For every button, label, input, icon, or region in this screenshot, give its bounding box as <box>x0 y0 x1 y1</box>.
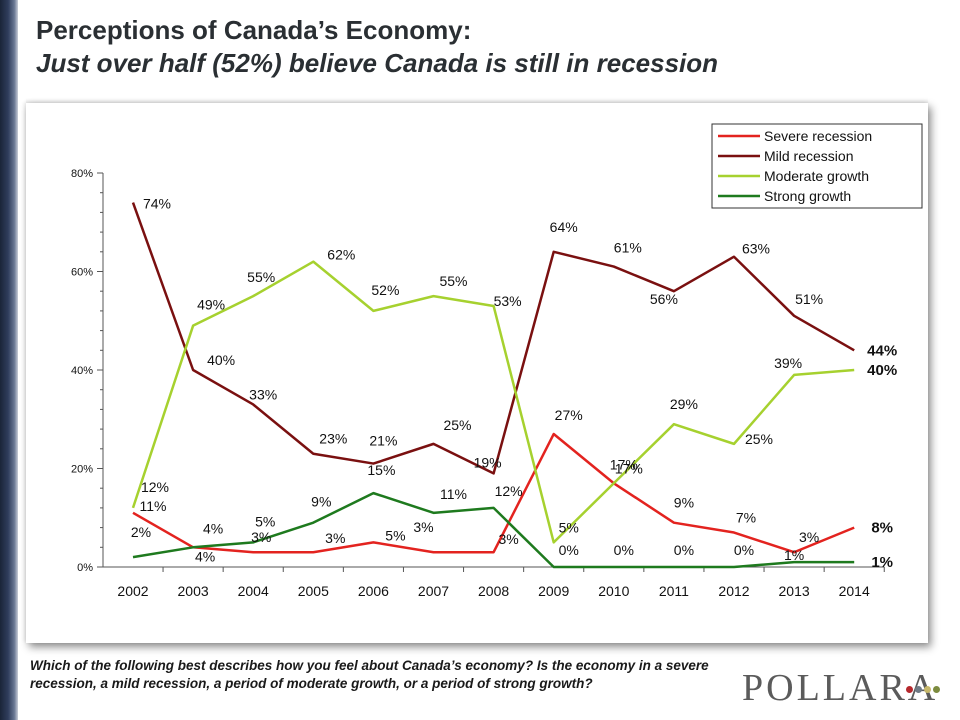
x-tick-label: 2013 <box>779 583 810 599</box>
series-line <box>132 432 855 554</box>
y-tick-label: 80% <box>71 168 93 180</box>
data-label: 74% <box>143 196 171 212</box>
series-line <box>132 491 855 569</box>
series-line <box>131 202 855 475</box>
data-label: 0% <box>559 542 579 558</box>
data-label: 0% <box>674 542 694 558</box>
data-label: 3% <box>498 531 518 547</box>
left-decorative-bar <box>0 0 18 720</box>
x-tick-label: 2002 <box>117 583 148 599</box>
data-label: 12% <box>495 483 523 499</box>
x-tick-label: 2008 <box>478 583 509 599</box>
data-label: 9% <box>674 495 694 511</box>
data-label: 39% <box>774 355 802 371</box>
survey-question: Which of the following best describes ho… <box>30 658 709 691</box>
legend-label: Severe recession <box>764 128 872 144</box>
y-tick-label: 40% <box>71 365 93 377</box>
data-label: 62% <box>327 247 355 263</box>
x-tick-label: 2010 <box>598 583 629 599</box>
data-label: 33% <box>249 386 277 402</box>
data-label: 52% <box>371 282 399 298</box>
data-label: 8% <box>871 520 893 537</box>
data-label: 4% <box>203 520 223 536</box>
legend-label: Strong growth <box>764 188 851 204</box>
data-label: 3% <box>413 519 433 535</box>
data-label: 12% <box>141 479 169 495</box>
legend-label: Moderate growth <box>764 168 869 184</box>
pollara-logo: POLLARA <box>742 667 939 709</box>
logo-dot <box>906 686 913 693</box>
x-tick-label: 2005 <box>298 583 329 599</box>
x-tick-label: 2012 <box>718 583 749 599</box>
data-label: 3% <box>799 529 819 545</box>
data-label: 44% <box>867 342 897 359</box>
data-label: 0% <box>734 542 754 558</box>
data-label: 9% <box>311 494 331 510</box>
data-label: 17% <box>610 456 638 472</box>
data-label: 23% <box>319 431 347 447</box>
series-line <box>131 260 855 544</box>
data-label: 17% <box>615 460 643 476</box>
data-label: 40% <box>867 362 897 379</box>
data-label: 7% <box>736 510 756 526</box>
data-label: 11% <box>140 498 167 514</box>
y-tick-label: 0% <box>77 562 93 574</box>
legend-label: Mild recession <box>764 148 853 164</box>
data-label: 25% <box>745 431 773 447</box>
y-tick-label: 20% <box>71 464 93 476</box>
logo-dots <box>906 680 942 698</box>
logo-dot <box>933 686 940 693</box>
x-tick-label: 2007 <box>418 583 449 599</box>
x-tick-label: 2004 <box>238 583 269 599</box>
data-label: 53% <box>494 293 522 309</box>
data-label: 3% <box>251 529 271 545</box>
x-tick-label: 2009 <box>538 583 569 599</box>
data-label: 5% <box>385 527 405 543</box>
x-tick-label: 2006 <box>358 583 389 599</box>
data-label: 21% <box>369 433 397 449</box>
data-label: 27% <box>555 407 583 423</box>
data-label: 3% <box>325 530 345 546</box>
data-label: 49% <box>197 297 225 313</box>
y-tick-label: 60% <box>71 267 93 279</box>
data-label: 63% <box>742 241 770 257</box>
data-label: 55% <box>439 273 467 289</box>
data-label: 2% <box>131 524 151 540</box>
slide-title: Perceptions of Canada’s Economy: Just ov… <box>36 14 936 80</box>
data-label: 19% <box>474 454 502 470</box>
data-label: 29% <box>670 396 698 412</box>
logo-dot <box>924 686 931 693</box>
data-label: 0% <box>614 542 634 558</box>
x-tick-label: 2011 <box>659 583 689 599</box>
data-label: 61% <box>614 240 642 256</box>
logo-dot <box>915 686 922 693</box>
panel-shadow <box>26 98 928 106</box>
data-label: 5% <box>255 513 275 529</box>
data-label: 56% <box>650 291 678 307</box>
data-label: 5% <box>559 519 579 535</box>
x-tick-label: 2014 <box>839 583 870 599</box>
title-main: Perceptions of Canada’s Economy: <box>36 15 472 45</box>
data-label: 25% <box>443 417 471 433</box>
data-label: 4% <box>195 548 215 564</box>
data-label: 55% <box>247 269 275 285</box>
legend-box <box>711 123 923 209</box>
x-tick-label: 2003 <box>178 583 209 599</box>
title-subtitle: Just over half (52%) believe Canada is s… <box>36 48 719 78</box>
data-label: 15% <box>367 462 395 478</box>
data-label: 51% <box>795 291 823 307</box>
data-label: 1% <box>871 554 893 571</box>
data-label: 40% <box>207 352 235 368</box>
data-label: 11% <box>440 486 467 502</box>
data-label: 64% <box>550 219 578 235</box>
data-label: 1% <box>784 547 804 563</box>
